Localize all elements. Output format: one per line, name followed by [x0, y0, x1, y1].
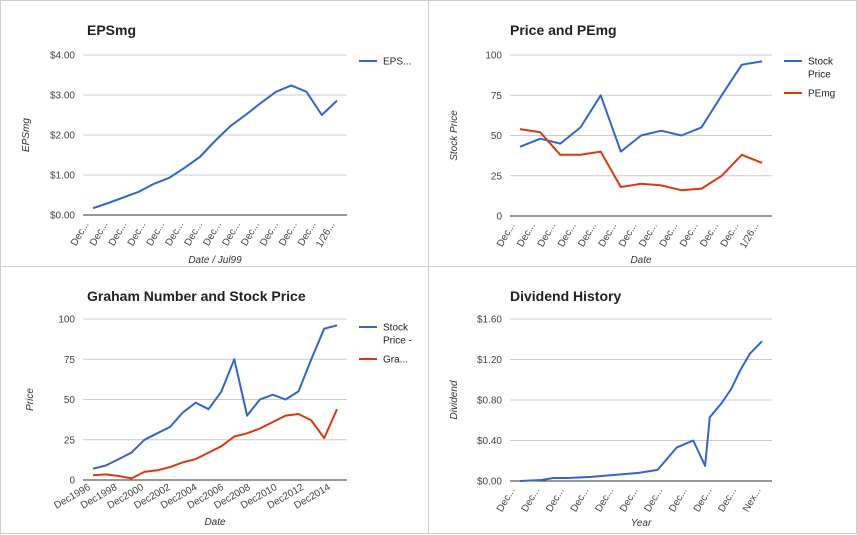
x-tick-label: Dec...: [667, 486, 690, 514]
chart-svg-epsmg: EPSmg$0.00$1.00$2.00$3.00$4.00Dec...Dec.…: [21, 22, 411, 266]
legend-label: PEmg: [808, 89, 835, 100]
legend-label: Stock Price: [808, 57, 834, 81]
y-axis-title: Price: [25, 388, 36, 411]
chart-panel-dividend: Dividend History $0.00 $0.40 $0.80 $1.20 $1.6…: [428, 266, 857, 534]
y-axis-title: EPSmg: [21, 118, 32, 152]
series-line-pemg: [519, 128, 763, 192]
series-line-series: [519, 340, 763, 482]
y-tick-label: $2.00: [50, 131, 75, 142]
chart-title: Dividend History: [510, 288, 621, 304]
x-tick-label: Dec...: [643, 486, 666, 514]
x-tick-label: 1/26...: [314, 220, 337, 250]
chart-svg-dividend: Dividend History $0.00 $0.40 $0.80 $1.20 $1.6…: [449, 288, 772, 529]
y-tick-label: 100: [485, 51, 502, 62]
chart-svg-graham: Graham Number and Stock Price 0 25 50 75 100 D…: [25, 288, 412, 528]
y-tick-label: $0.00: [477, 477, 502, 488]
x-tick-label: Dec...: [544, 486, 567, 514]
x-tick-label: Dec...: [597, 221, 620, 249]
x-tick-label: Dec...: [716, 486, 739, 514]
x-tick-label: Dec...: [576, 221, 599, 249]
y-tick-label: $1.00: [50, 171, 75, 182]
y-tick-label: 0: [496, 212, 502, 223]
y-tick-label: 25: [491, 171, 503, 182]
series-line-stock-price: [519, 60, 763, 153]
legend-label: Gra...: [383, 355, 408, 366]
chart-title: EPSmg: [87, 22, 136, 38]
legend-label: EPS...: [383, 57, 411, 68]
x-tick-label: Dec...: [698, 221, 721, 249]
chart-title: Price and PEmg: [510, 22, 617, 38]
y-tick-label: $4.00: [50, 51, 75, 62]
y-tick-label: 0: [69, 476, 75, 487]
series-line-stock-price: [92, 324, 338, 470]
x-tick-label: Dec...: [569, 486, 592, 514]
y-tick-label: $1.60: [477, 315, 502, 326]
y-tick-label: 100: [58, 315, 75, 326]
y-axis-title: Stock Price: [449, 110, 460, 161]
x-tick-label: Dec...: [556, 221, 579, 249]
chart-panel-epsmg: EPSmg $0.00 $1.00 $2.00 $3.00 $4.00 Dec... Dec.…: [0, 0, 430, 268]
x-tick-label: Dec...: [618, 486, 641, 514]
x-axis-title: Date: [630, 255, 652, 266]
y-tick-label: 50: [64, 395, 76, 406]
y-tick-label: 50: [491, 131, 503, 142]
y-tick-label: 75: [491, 91, 503, 102]
x-axis-title: Year: [631, 518, 652, 529]
x-tick-label: Dec...: [617, 221, 640, 249]
series-line-gra: [92, 408, 338, 480]
legend-label: Stock Price -: [383, 323, 412, 347]
chart-title: Graham Number and Stock Price: [87, 288, 306, 304]
chart-panel-graham: Graham Number and Stock Price 0 25 50 75 100 D…: [0, 266, 430, 534]
y-tick-label: $3.00: [50, 91, 75, 102]
x-axis-title: Date: [204, 517, 226, 528]
y-tick-label: $1.20: [477, 355, 502, 366]
y-tick-label: $0.00: [50, 211, 75, 222]
x-tick-label: Dec...: [515, 221, 538, 249]
x-tick-label: Dec...: [692, 486, 715, 514]
x-tick-label: Dec...: [658, 221, 681, 249]
x-tick-label: Dec...: [520, 486, 543, 514]
x-tick-label: Nex...: [741, 486, 764, 514]
x-tick-label: Dec...: [637, 221, 660, 249]
x-tick-label: Dec...: [495, 221, 518, 249]
y-axis-title: Dividend: [449, 380, 460, 419]
y-tick-label: 75: [64, 355, 76, 366]
y-tick-label: $0.80: [477, 396, 502, 407]
x-tick-label: 1/26...: [738, 221, 761, 251]
x-tick-label: Dec...: [593, 486, 616, 514]
chart-panel-price-pemg: Price and PEmg 0 25 50 75 100 Dec... Dec... Dec.…: [428, 0, 857, 268]
x-tick-label: Dec...: [495, 486, 518, 514]
y-tick-label: $0.40: [477, 436, 502, 447]
chart-svg-price-pemg: Price and PEmg0255075100Dec...Dec...Dec.…: [449, 22, 835, 266]
x-axis-title: Date / Jul99: [188, 255, 242, 266]
series-line-eps: [92, 84, 338, 210]
x-tick-label: Dec...: [536, 221, 559, 249]
y-tick-label: 25: [64, 435, 76, 446]
x-tick-label: Dec...: [678, 221, 701, 249]
